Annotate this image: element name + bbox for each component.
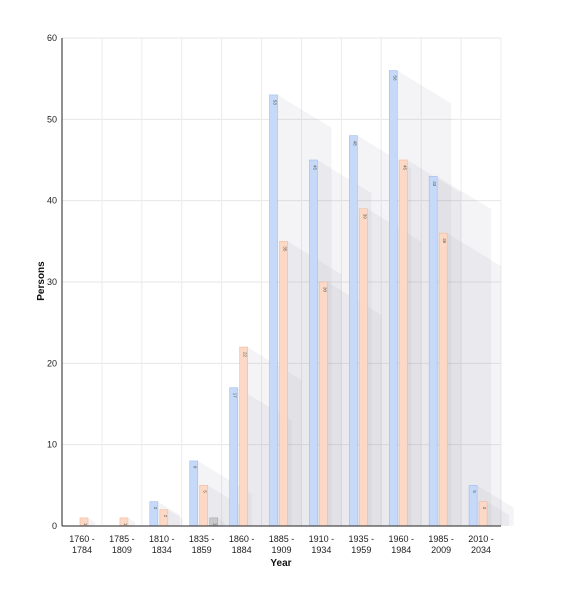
bar-value-label: 1	[83, 523, 88, 526]
x-tick-label: 1984	[391, 545, 411, 555]
bar	[478, 501, 488, 527]
y-axis-title: Persons	[36, 261, 47, 301]
bar-value-label: 45	[312, 165, 317, 171]
x-tick-label: 1784	[72, 545, 92, 555]
y-tick-label: 10	[47, 440, 57, 450]
bar-shadow	[317, 160, 372, 526]
bar	[428, 175, 438, 527]
bar	[349, 135, 358, 527]
y-tick-label: 40	[47, 196, 57, 206]
x-tick-label: 1884	[232, 545, 252, 555]
x-tick-label: 2010 -	[468, 534, 494, 544]
x-tick-label: 1885 -	[269, 534, 295, 544]
bar-value-label: 35	[283, 246, 288, 252]
bar	[388, 70, 398, 527]
bar-value-label: 30	[322, 287, 327, 293]
bar-shadow	[217, 517, 226, 526]
x-tick-label: 1959	[351, 545, 371, 555]
x-tick-label: 1935 -	[349, 534, 375, 544]
bar	[279, 241, 288, 527]
bar	[309, 159, 318, 527]
bar-value-label: 1	[123, 523, 128, 526]
bar-value-label: 43	[432, 181, 437, 187]
bar-value-label: 56	[392, 76, 397, 82]
bar-value-label: 5	[203, 490, 208, 493]
x-tick-label: 1760 -	[69, 534, 95, 544]
x-tick-label: 1810 -	[149, 534, 175, 544]
x-tick-label: 1909	[271, 545, 291, 555]
bar-shadow	[127, 517, 136, 526]
bar	[149, 501, 159, 527]
bar	[359, 208, 368, 527]
bar-value-label: 48	[352, 141, 357, 147]
y-tick-label: 0	[52, 521, 57, 531]
bar-shadow	[237, 387, 292, 526]
x-tick-label: 1860 -	[229, 534, 255, 544]
bar	[159, 509, 169, 527]
bar-shadow	[447, 233, 502, 526]
bar	[189, 460, 199, 527]
bar-shadow	[277, 94, 332, 526]
bar	[438, 232, 448, 527]
bar-shadow	[437, 176, 492, 526]
y-tick-label: 50	[47, 114, 57, 124]
bar-value-label: 45	[402, 165, 407, 171]
shadow-layer	[88, 70, 514, 527]
y-tick-label: 60	[47, 33, 57, 43]
x-tick-label: 1835 -	[189, 534, 215, 544]
bar-shadow	[397, 70, 452, 527]
bar-value-label: 5	[472, 490, 477, 493]
bar	[319, 281, 328, 527]
grid-layer	[62, 37, 502, 526]
x-tick-label: 1910 -	[309, 534, 335, 544]
y-tick-label: 30	[47, 277, 57, 287]
bar-value-label: 3	[153, 507, 158, 510]
bar	[398, 159, 408, 527]
bar-value-label: 8	[193, 466, 198, 469]
bar-value-label: 53	[273, 100, 278, 106]
x-tick-label: 1934	[311, 545, 331, 555]
x-axis-title: Year	[270, 558, 291, 569]
x-tick-label: 1859	[192, 545, 212, 555]
x-tick-label: 1985 -	[428, 534, 454, 544]
bar	[239, 346, 248, 527]
bar-value-label: 36	[442, 238, 447, 244]
x-tick-label: 2034	[471, 545, 491, 555]
bar-value-label: 2	[163, 515, 168, 518]
bar-value-label: 22	[243, 352, 248, 358]
bar-shadow	[88, 517, 96, 526]
bar-value-label: 39	[362, 214, 367, 220]
x-tick-label: 1834	[152, 545, 172, 555]
bar-value-label: 3	[482, 507, 487, 510]
bar-shadow	[197, 460, 252, 526]
bar-value-label: 17	[233, 393, 238, 399]
x-tick-label: 1785 -	[109, 534, 135, 544]
bar-shadow	[487, 501, 510, 526]
bar-shadow	[167, 509, 183, 526]
bar-value-label: 1	[213, 523, 218, 526]
bar	[229, 387, 238, 527]
bar	[269, 94, 278, 527]
x-tick-label: 1809	[112, 545, 132, 555]
x-tick-label: 2009	[431, 545, 451, 555]
y-tick-label: 20	[47, 358, 57, 368]
bar-shadow	[357, 135, 412, 526]
x-tick-label: 1960 -	[388, 534, 414, 544]
